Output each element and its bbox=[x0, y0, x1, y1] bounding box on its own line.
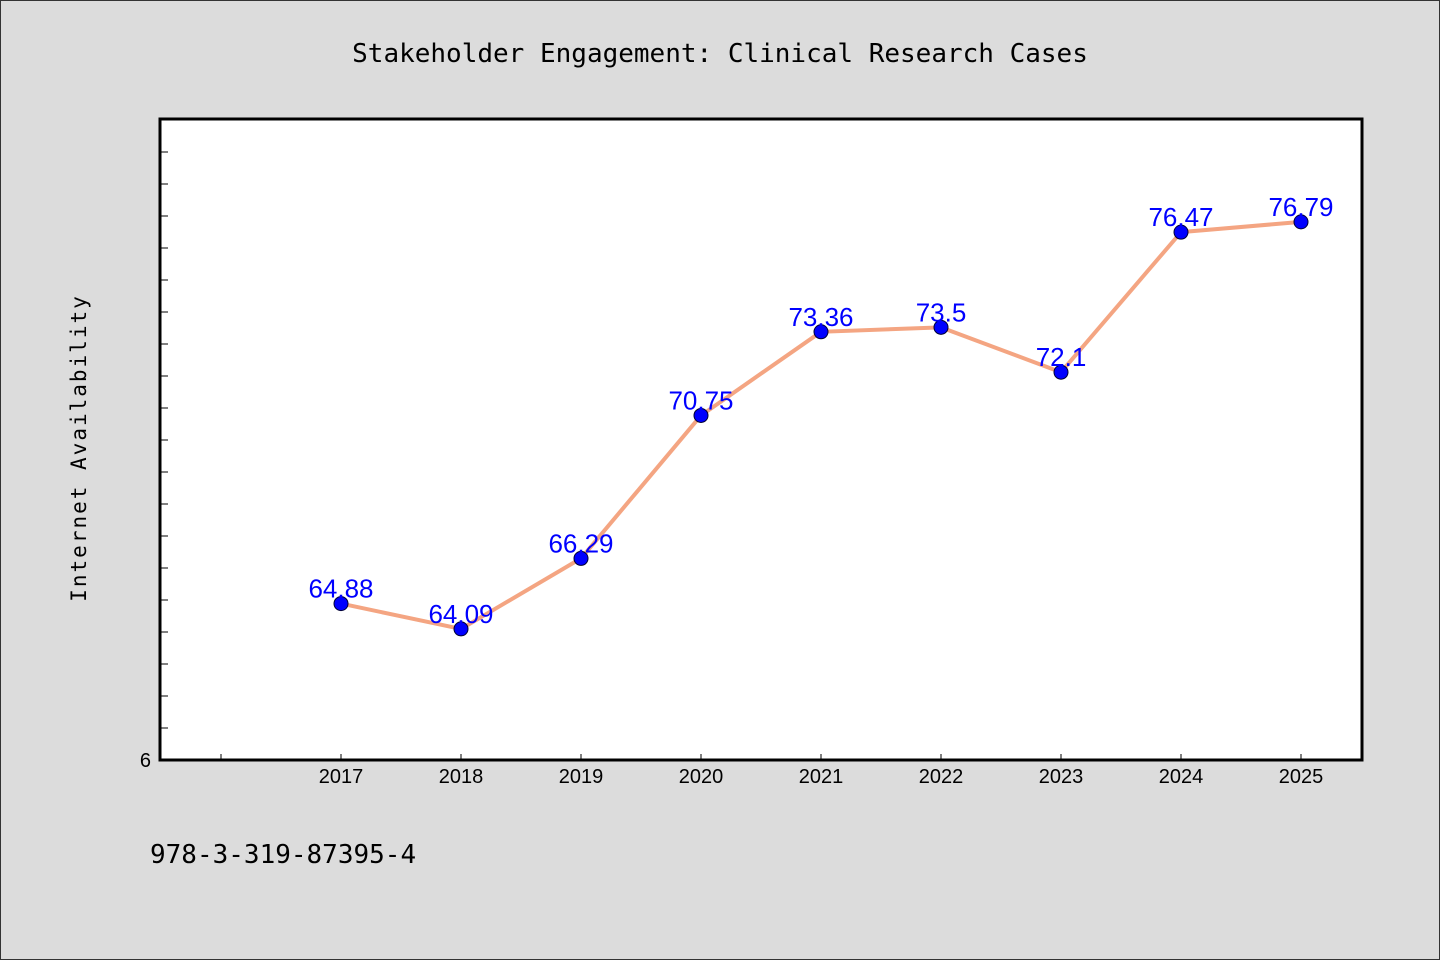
data-point-2022 bbox=[933, 319, 949, 335]
data-point-2025 bbox=[1293, 214, 1309, 230]
data-labels: 64.88 64.09 66.29 70.75 73.36 73.5 72.1 76.47 76… bbox=[308, 192, 1333, 629]
x-tick-label-2022: 2022 bbox=[919, 766, 964, 788]
data-label-2023: 72.1 bbox=[1036, 342, 1087, 372]
data-label-2024: 76.47 bbox=[1148, 202, 1213, 232]
x-tick-label-2023: 2023 bbox=[1039, 766, 1084, 788]
x-ticks: 2017 2018 2019 2020 2021 2022 2023 2024 2025 bbox=[220, 754, 1324, 788]
data-point-2021 bbox=[813, 324, 829, 340]
x-tick-label-2017: 2017 bbox=[319, 766, 364, 788]
data-point-2019 bbox=[573, 550, 589, 566]
data-markers bbox=[333, 214, 1309, 637]
x-tick-label-2021: 2021 bbox=[799, 766, 844, 788]
data-label-2020: 70.75 bbox=[668, 385, 733, 415]
y-axis-label: Internet Availability bbox=[67, 294, 91, 602]
data-label-2018: 64.09 bbox=[428, 599, 493, 629]
chart-title: Stakeholder Engagement: Clinical Researc… bbox=[352, 39, 1088, 69]
plot-frame bbox=[158, 117, 1364, 762]
data-point-2024 bbox=[1173, 224, 1189, 240]
x-tick-label-2018: 2018 bbox=[439, 766, 484, 788]
x-tick-label-2019: 2019 bbox=[559, 766, 604, 788]
x-tick-label-2025: 2025 bbox=[1279, 766, 1324, 788]
plot-area bbox=[160, 119, 1362, 760]
y-tick-label: 6 bbox=[140, 750, 151, 772]
data-label-2017: 64.88 bbox=[308, 574, 373, 604]
data-label-2022: 73.5 bbox=[916, 297, 967, 327]
x-tick-label-2024: 2024 bbox=[1159, 766, 1204, 788]
data-label-2025: 76.79 bbox=[1268, 192, 1333, 222]
x-tick-label-2020: 2020 bbox=[679, 766, 724, 788]
data-point-2017 bbox=[333, 596, 349, 612]
data-point-2020 bbox=[693, 407, 709, 423]
footer-isbn: 978-3-319-87395-4 bbox=[150, 840, 416, 870]
data-label-2019: 66.29 bbox=[548, 528, 613, 558]
data-point-2018 bbox=[453, 621, 469, 637]
data-point-2023 bbox=[1053, 364, 1069, 380]
data-label-2021: 73.36 bbox=[788, 302, 853, 332]
